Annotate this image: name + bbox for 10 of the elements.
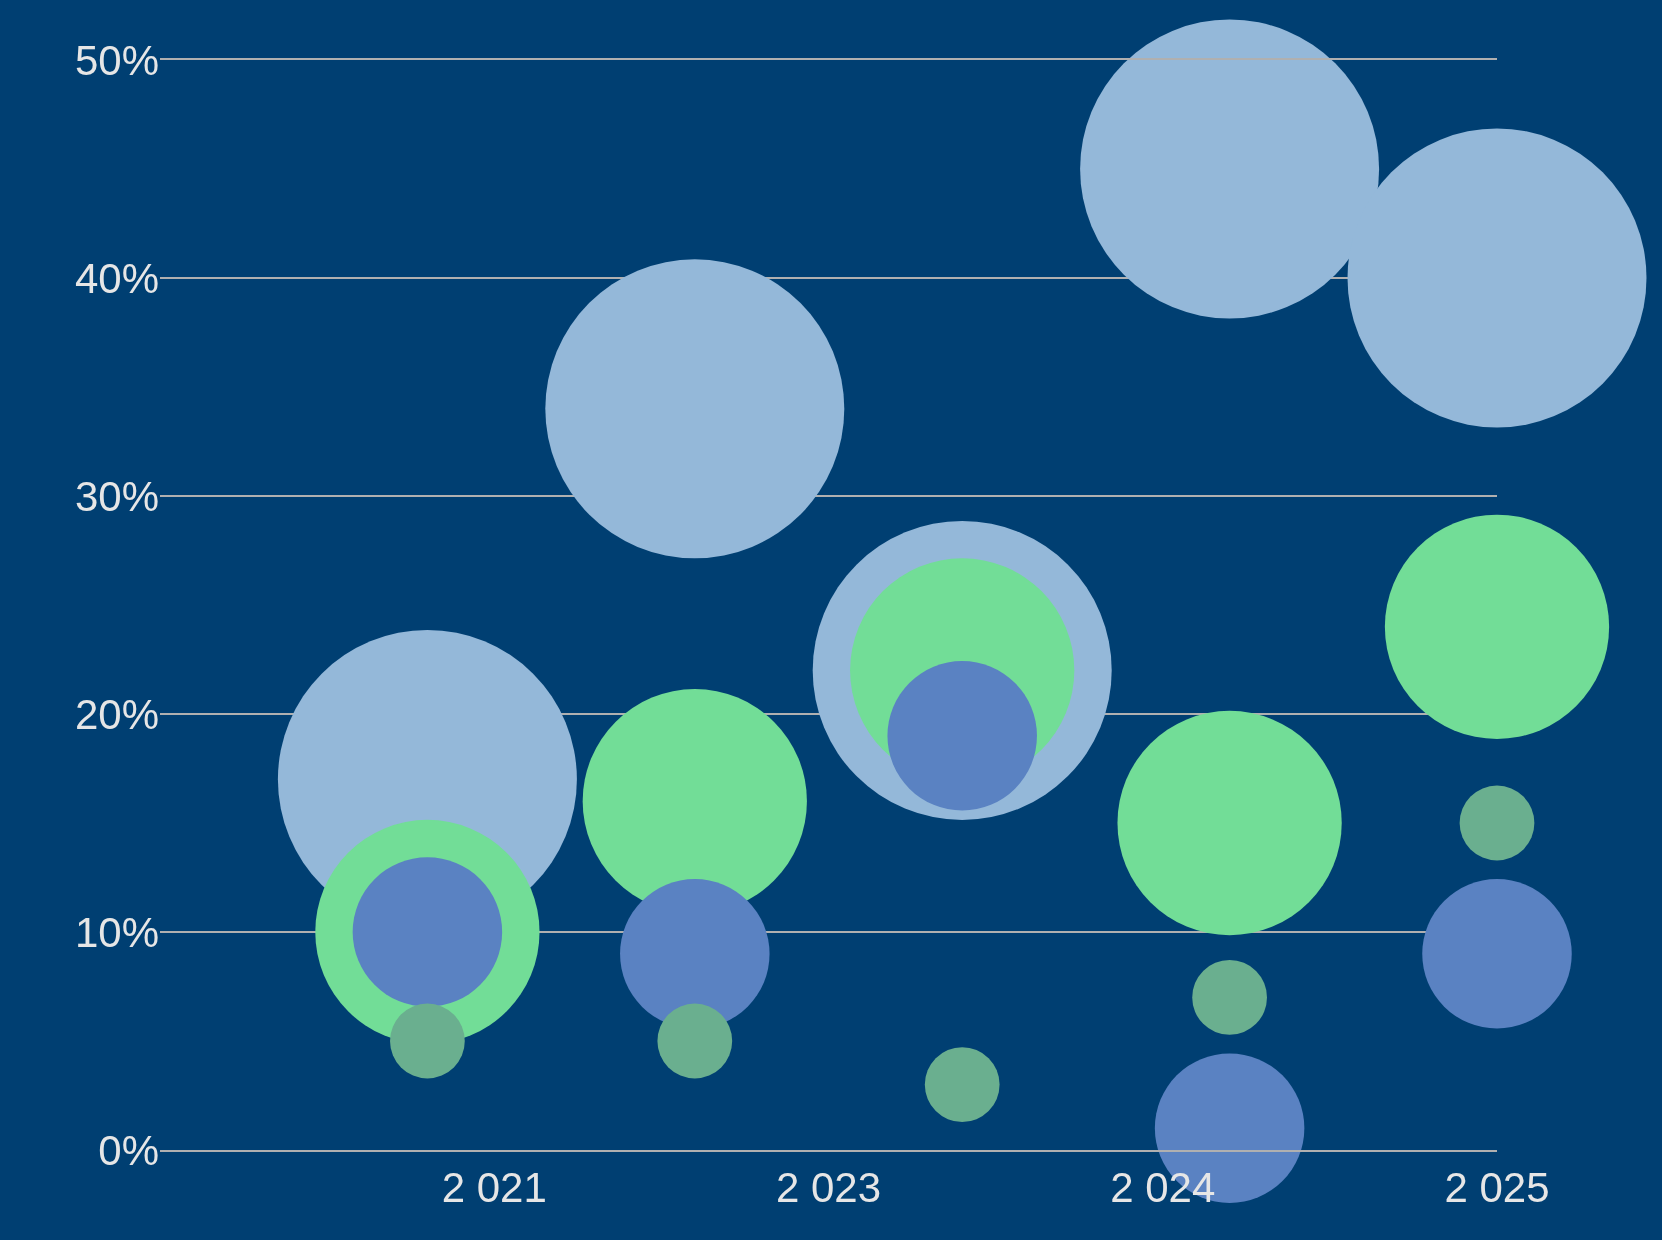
y-tick-label: 20% xyxy=(74,690,159,738)
y-tick-label: 40% xyxy=(74,254,159,302)
x-tick-label: 2 025 xyxy=(1444,1164,1550,1212)
x-tick-label: 2 021 xyxy=(441,1164,547,1212)
y-tick-label: 0% xyxy=(98,1126,159,1174)
x-tick-label: 2 023 xyxy=(775,1164,882,1212)
y-tick-label: 10% xyxy=(74,908,159,956)
y-tick-label: 50% xyxy=(74,36,159,84)
x-tick-label: 2 024 xyxy=(1110,1164,1216,1212)
y-tick-label: 30% xyxy=(74,472,159,520)
